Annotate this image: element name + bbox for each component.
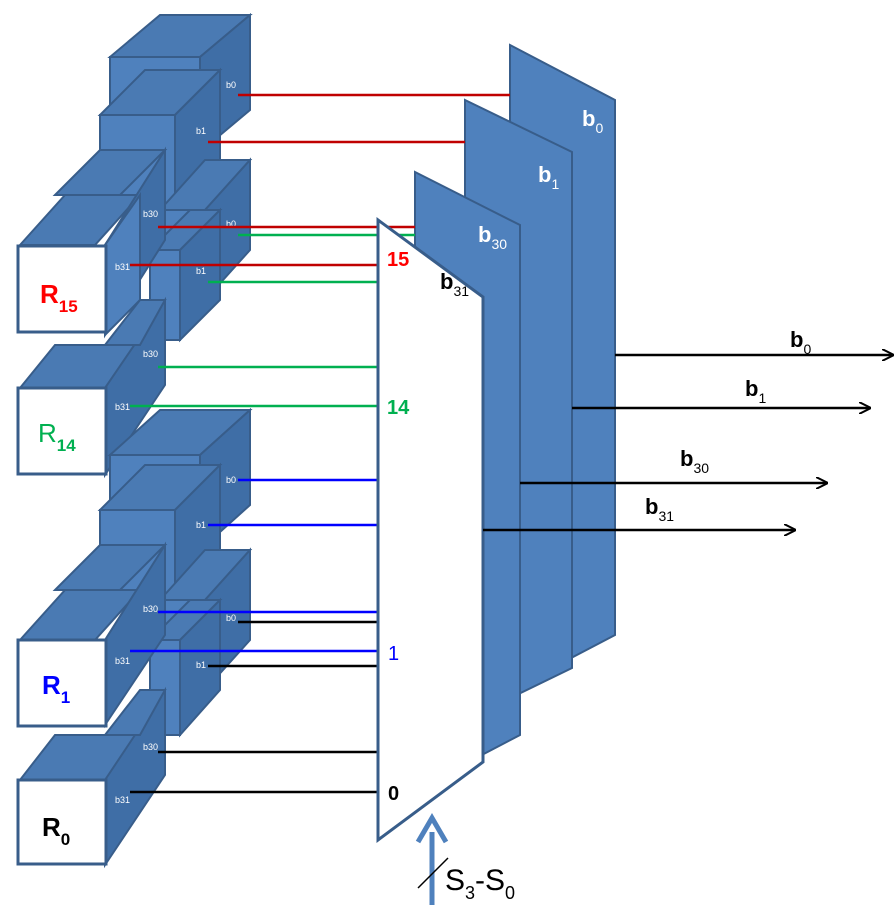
mux-input-14: 14 (387, 397, 410, 419)
bit-tag: b30 (143, 604, 158, 614)
bit-tag: b0 (226, 219, 236, 229)
register-r0-face (16, 778, 108, 866)
bit-tag: b0 (226, 475, 236, 485)
select-label: S3-S0 (445, 864, 515, 903)
mux-input-1: 1 (388, 643, 399, 665)
register-r15-label: R15 (40, 279, 78, 316)
bit-tag: b30 (143, 209, 158, 219)
cube-top (52, 149, 168, 196)
register-r15-face (16, 244, 108, 334)
select-bus (415, 813, 449, 905)
mux-front-b31 (376, 217, 485, 843)
register-stack-lower (16, 407, 253, 869)
plane-label-b1: b1 (538, 162, 559, 192)
plane-label-b30: b30 (478, 222, 507, 252)
register-r1-face (16, 638, 108, 728)
cube-bit-tags: b0 b1 b30 b31 b0 b1 b30 b31 b0 b1 b30 b3… (115, 80, 236, 805)
output-label-b1: b1 (745, 376, 766, 406)
output-label-b31: b31 (645, 494, 674, 524)
register-r0-label: R0 (42, 812, 70, 849)
cube-top (102, 299, 167, 346)
bit-tag: b30 (143, 742, 158, 752)
output-label-b30: b30 (680, 446, 709, 476)
bit-tag: b0 (226, 80, 236, 90)
mux-input-0: 0 (388, 783, 399, 805)
bit-tag: b1 (196, 126, 206, 136)
cube-top (102, 689, 167, 736)
mux-input-15: 15 (387, 249, 409, 271)
bit-tag: b1 (196, 266, 206, 276)
bit-tag: b31 (115, 656, 130, 666)
bit-tag: b31 (115, 795, 130, 805)
output-label-b0: b0 (790, 327, 811, 357)
bus-slash (417, 857, 449, 889)
bit-tag: b30 (143, 349, 158, 359)
register-r14-face (16, 386, 108, 476)
output-arrows (483, 355, 893, 530)
select-arrow-head (415, 813, 449, 844)
register-r14-label: R14 (38, 418, 76, 455)
bit-tag: b1 (196, 520, 206, 530)
bit-tag: b0 (226, 613, 236, 623)
bit-tag: b31 (115, 402, 130, 412)
bit-tag: b31 (115, 262, 130, 272)
register-r1-label: R1 (42, 670, 70, 707)
plane-label-b0: b0 (582, 106, 603, 136)
bit-tag: b1 (196, 660, 206, 670)
plane-label-b31: b31 (440, 269, 469, 299)
